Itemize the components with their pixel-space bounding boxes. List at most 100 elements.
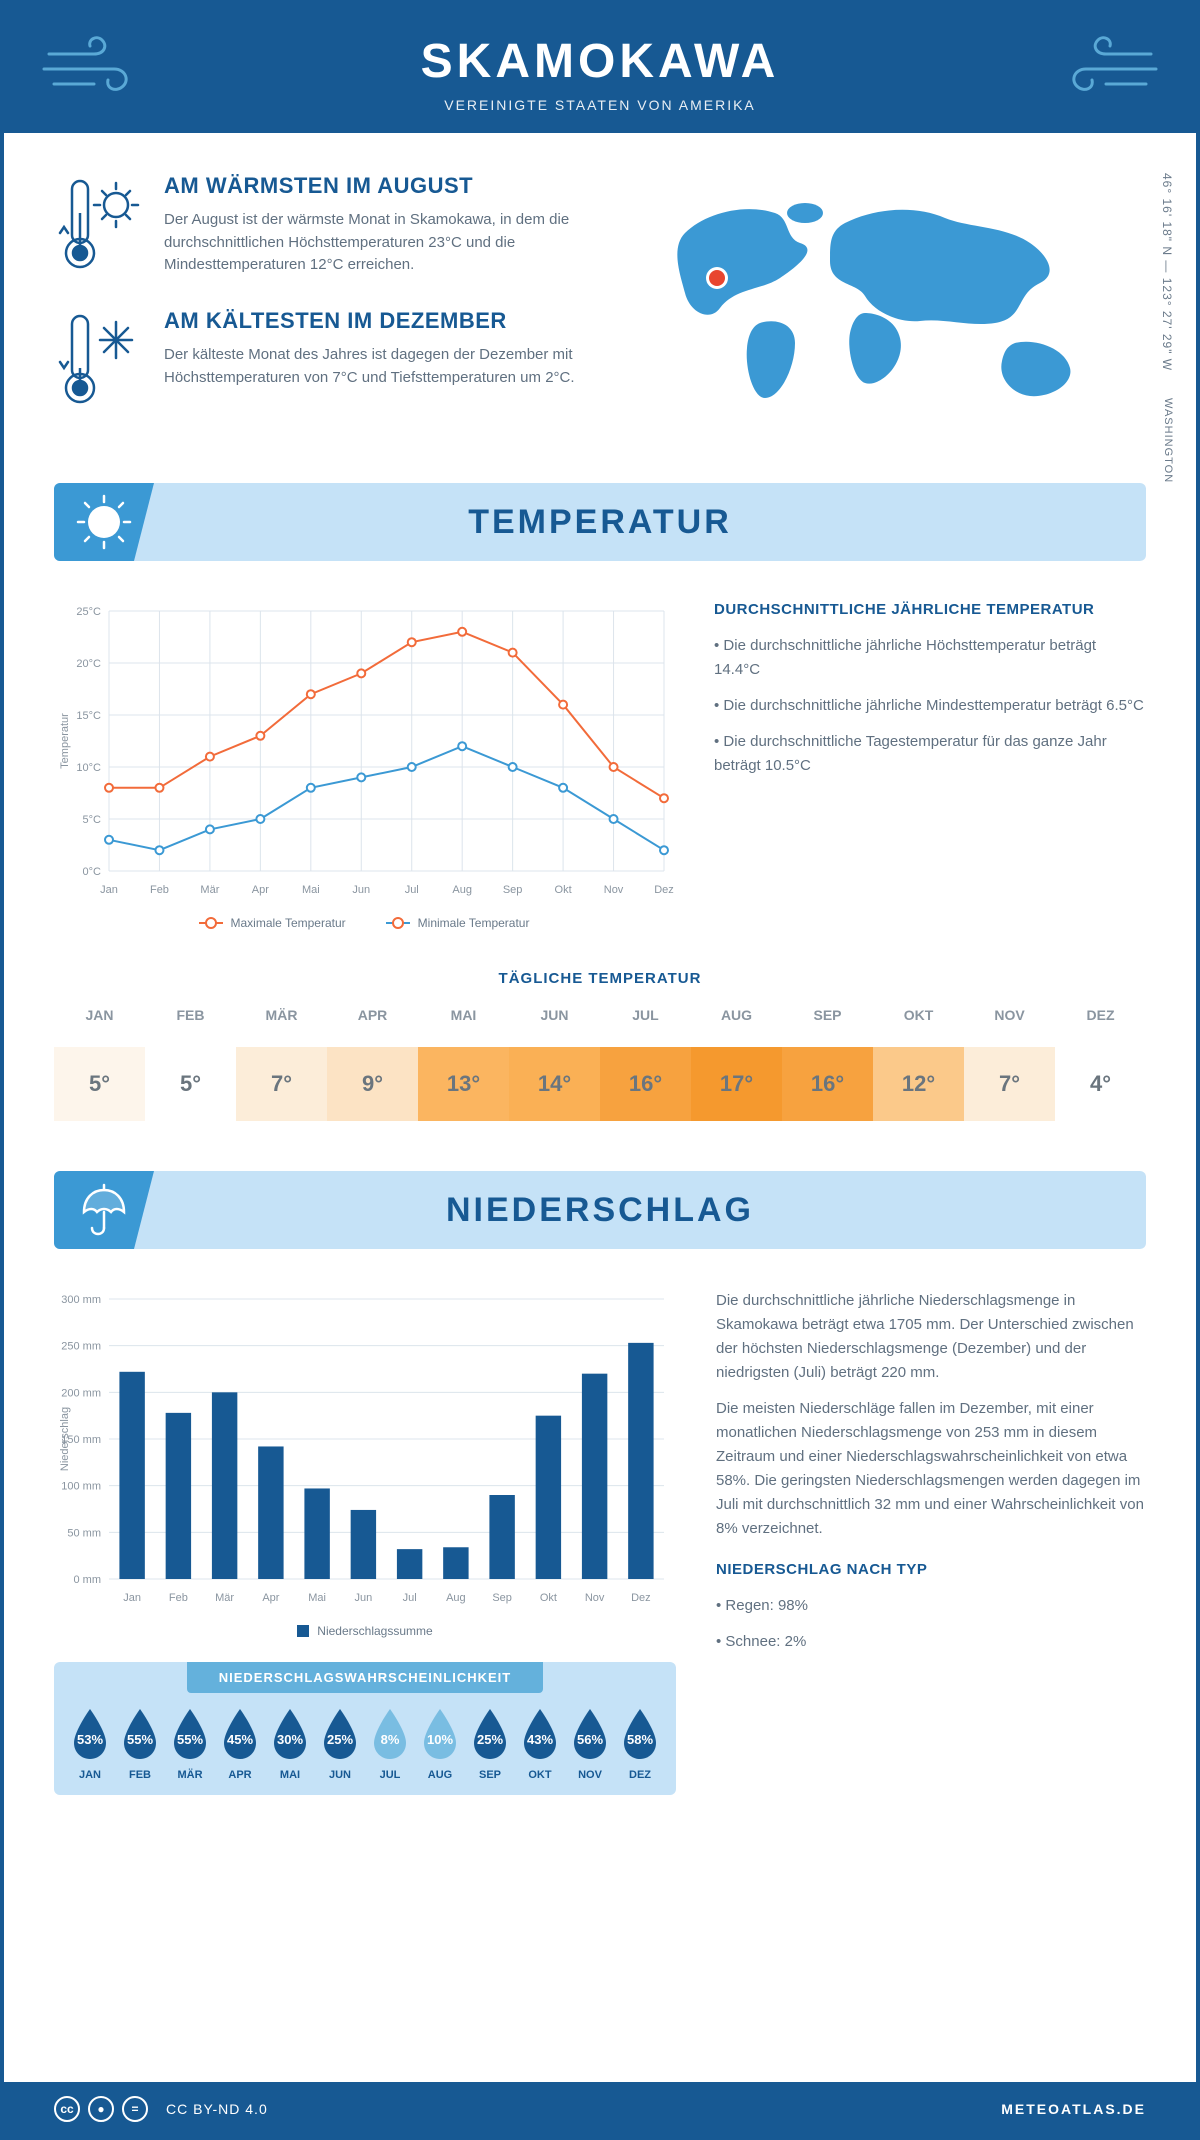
daily-temp-title: TÄGLICHE TEMPERATUR — [54, 970, 1146, 987]
annual-temp-bullet: • Die durchschnittliche Tagestemperatur … — [714, 730, 1146, 778]
thermometer-hot-icon — [54, 173, 144, 278]
precipitation-banner: NIEDERSCHLAG — [54, 1171, 1146, 1249]
precip-prob-cell: 30%MAI — [268, 1707, 312, 1781]
precip-prob-cell: 8%JUL — [368, 1707, 412, 1781]
svg-text:Nov: Nov — [604, 884, 624, 896]
daily-temp-cell: MÄR7° — [236, 1007, 327, 1121]
precip-prob-cell: 25%SEP — [468, 1707, 512, 1781]
warmest-fact: AM WÄRMSTEN IM AUGUST Der August ist der… — [54, 173, 605, 278]
precipitation-legend: Niederschlagssumme — [54, 1624, 676, 1638]
umbrella-icon — [54, 1171, 154, 1249]
temperature-legend: .legend-sw:nth-child(1)::after{border-co… — [54, 916, 674, 930]
svg-text:300 mm: 300 mm — [61, 1294, 101, 1306]
daily-temp-cell: SEP16° — [782, 1007, 873, 1121]
precip-prob-cell: 43%OKT — [518, 1707, 562, 1781]
svg-text:Feb: Feb — [150, 884, 169, 896]
precipitation-bar-chart: 0 mm50 mm100 mm150 mm200 mm250 mm300 mmN… — [54, 1289, 676, 1795]
annual-temp-bullet: • Die durchschnittliche jährliche Mindes… — [714, 694, 1146, 718]
state-label: WASHINGTON — [1162, 398, 1174, 483]
precip-prob-cell: 58%DEZ — [618, 1707, 662, 1781]
daily-temp-cell: DEZ4° — [1055, 1007, 1146, 1121]
svg-text:Mär: Mär — [215, 1592, 234, 1604]
daily-temp-cell: JUL16° — [600, 1007, 691, 1121]
svg-text:Mär: Mär — [200, 884, 219, 896]
svg-text:Jan: Jan — [123, 1592, 141, 1604]
nd-icon: = — [122, 2096, 148, 2122]
svg-text:Aug: Aug — [446, 1592, 466, 1604]
svg-text:5°C: 5°C — [83, 814, 102, 826]
world-map: 46° 16' 18" N — 123° 27' 29" W WASHINGTO… — [645, 173, 1146, 443]
precipitation-text: Die durchschnittliche jährliche Niedersc… — [716, 1289, 1146, 1795]
content-body: AM WÄRMSTEN IM AUGUST Der August ist der… — [4, 133, 1196, 1875]
page-title: SKAMOKAWA — [4, 34, 1196, 89]
thermometer-cold-icon — [54, 308, 144, 413]
daily-temp-cell: JAN5° — [54, 1007, 145, 1121]
temperature-banner: TEMPERATUR — [54, 483, 1146, 561]
svg-text:200 mm: 200 mm — [61, 1387, 101, 1399]
intro-row: AM WÄRMSTEN IM AUGUST Der August ist der… — [54, 173, 1146, 443]
temperature-section-title: TEMPERATUR — [154, 503, 1146, 542]
svg-text:20°C: 20°C — [76, 658, 101, 670]
svg-text:Sep: Sep — [492, 1592, 512, 1604]
svg-text:Jun: Jun — [355, 1592, 373, 1604]
precip-prob-cell: 53%JAN — [68, 1707, 112, 1781]
daily-temp-cell: NOV7° — [964, 1007, 1055, 1121]
svg-text:Okt: Okt — [540, 1592, 557, 1604]
svg-text:100 mm: 100 mm — [61, 1481, 101, 1493]
svg-text:250 mm: 250 mm — [61, 1341, 101, 1353]
precipitation-chart-row: 0 mm50 mm100 mm150 mm200 mm250 mm300 mmN… — [54, 1289, 1146, 1795]
precip-by-type-title: NIEDERSCHLAG NACH TYP — [716, 1561, 1146, 1578]
site-name: METEOATLAS.DE — [1001, 2101, 1146, 2117]
precip-prob-cell: 55%MÄR — [168, 1707, 212, 1781]
precip-type-item: • Regen: 98% — [716, 1594, 1146, 1618]
svg-text:0°C: 0°C — [83, 866, 102, 878]
coldest-title: AM KÄLTESTEN IM DEZEMBER — [164, 308, 605, 334]
daily-temp-cell: APR9° — [327, 1007, 418, 1121]
legend-precip-label: Niederschlagssumme — [317, 1624, 432, 1638]
legend-min-label: Minimale Temperatur — [418, 916, 530, 930]
footer: cc ● = CC BY-ND 4.0 METEOATLAS.DE — [4, 2082, 1196, 2136]
svg-text:Jan: Jan — [100, 884, 118, 896]
svg-text:Apr: Apr — [262, 1592, 279, 1604]
svg-text:Sep: Sep — [503, 884, 523, 896]
temperature-facts: AM WÄRMSTEN IM AUGUST Der August ist der… — [54, 173, 605, 443]
svg-text:Niederschlag: Niederschlag — [59, 1407, 71, 1471]
svg-text:15°C: 15°C — [76, 710, 101, 722]
warmest-title: AM WÄRMSTEN IM AUGUST — [164, 173, 605, 199]
precip-prob-cell: 55%FEB — [118, 1707, 162, 1781]
precip-type-item: • Schnee: 2% — [716, 1630, 1146, 1654]
svg-text:Feb: Feb — [169, 1592, 188, 1604]
precip-prob-cell: 45%APR — [218, 1707, 262, 1781]
daily-temp-cell: OKT12° — [873, 1007, 964, 1121]
svg-text:Jun: Jun — [352, 884, 370, 896]
precip-paragraph: Die durchschnittliche jährliche Niedersc… — [716, 1289, 1146, 1385]
svg-text:Dez: Dez — [654, 884, 674, 896]
infographic-page: SKAMOKAWA VEREINIGTE STAATEN VON AMERIKA… — [0, 0, 1200, 2140]
svg-text:Jul: Jul — [405, 884, 419, 896]
header: SKAMOKAWA VEREINIGTE STAATEN VON AMERIKA — [4, 4, 1196, 133]
precip-prob-cell: 56%NOV — [568, 1707, 612, 1781]
temperature-line-chart: 0°C5°C10°C15°C20°C25°CJanFebMärAprMaiJun… — [54, 601, 674, 930]
legend-max-label: Maximale Temperatur — [231, 916, 346, 930]
page-subtitle: VEREINIGTE STAATEN VON AMERIKA — [4, 97, 1196, 113]
sun-icon — [54, 483, 154, 561]
temperature-chart-row: 0°C5°C10°C15°C20°C25°CJanFebMärAprMaiJun… — [54, 601, 1146, 930]
daily-temp-cell: FEB5° — [145, 1007, 236, 1121]
annual-temp-bullet: • Die durchschnittliche jährliche Höchst… — [714, 634, 1146, 682]
daily-temp-cell: JUN14° — [509, 1007, 600, 1121]
svg-text:Jul: Jul — [403, 1592, 417, 1604]
coldest-text: Der kälteste Monat des Jahres ist dagege… — [164, 344, 605, 389]
svg-text:25°C: 25°C — [76, 606, 101, 618]
svg-text:Apr: Apr — [252, 884, 269, 896]
precip-prob-cell: 25%JUN — [318, 1707, 362, 1781]
svg-text:Mai: Mai — [302, 884, 320, 896]
svg-text:Mai: Mai — [308, 1592, 326, 1604]
coldest-fact: AM KÄLTESTEN IM DEZEMBER Der kälteste Mo… — [54, 308, 605, 413]
daily-temp-cell: MAI13° — [418, 1007, 509, 1121]
svg-text:Aug: Aug — [452, 884, 472, 896]
daily-temp-cell: AUG17° — [691, 1007, 782, 1121]
annual-temp-title: DURCHSCHNITTLICHE JÄHRLICHE TEMPERATUR — [714, 601, 1146, 618]
svg-text:50 mm: 50 mm — [67, 1527, 101, 1539]
license-label: CC BY-ND 4.0 — [166, 2101, 268, 2117]
warmest-text: Der August ist der wärmste Monat in Skam… — [164, 209, 605, 277]
